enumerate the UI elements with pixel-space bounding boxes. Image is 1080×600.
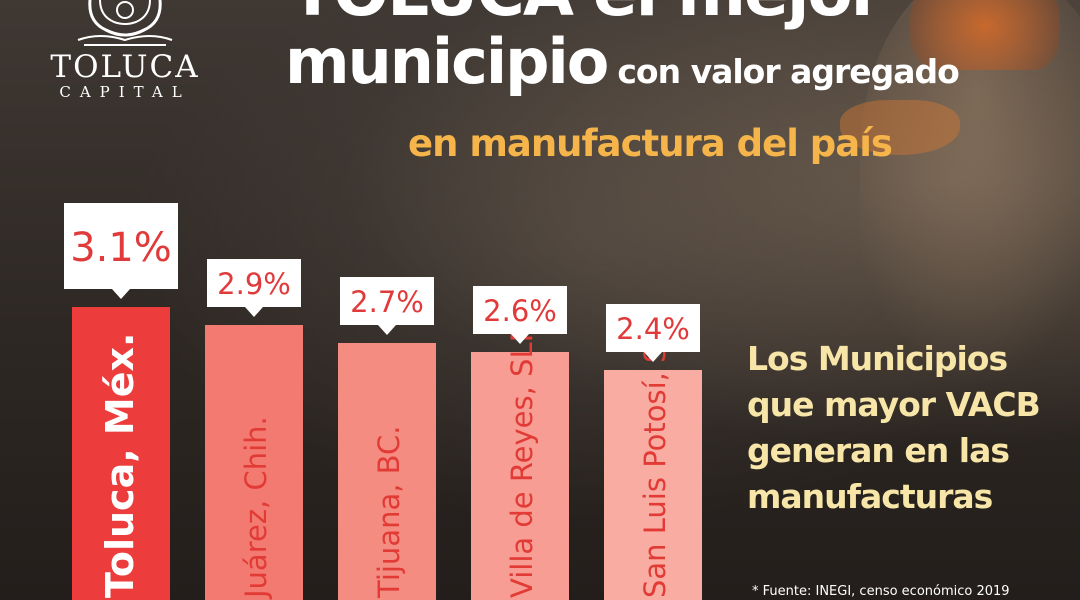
category-label-0: Toluca, Méx. bbox=[98, 333, 142, 598]
logo-name: TOLUCA bbox=[50, 49, 200, 85]
background-helmet bbox=[910, 0, 1060, 70]
value-label-box-0 bbox=[64, 203, 178, 289]
headline-municipio: municipio bbox=[285, 25, 609, 98]
category-label-1: Juárez, Chih. bbox=[239, 416, 273, 600]
bar-2 bbox=[338, 343, 436, 600]
value-label-box-2 bbox=[340, 277, 434, 325]
category-label-3: Villa de Reyes, SLP. bbox=[505, 320, 539, 598]
value-label-box-3 bbox=[473, 286, 567, 334]
value-label-4: 2.4% bbox=[616, 312, 690, 346]
value-label-pointer-4 bbox=[644, 352, 662, 362]
crest-icon bbox=[77, 0, 173, 46]
value-label-2: 2.7% bbox=[350, 285, 424, 319]
bar-1 bbox=[205, 325, 303, 600]
headline-line-2: municipio con valor agregado bbox=[285, 25, 960, 98]
toluca-logo: TOLUCA CAPITAL bbox=[40, 0, 210, 110]
headline-line-1: TOLUCA el mejor bbox=[290, 0, 883, 31]
value-label-pointer-3 bbox=[511, 334, 529, 344]
value-label-pointer-2 bbox=[378, 325, 396, 335]
background-goggles bbox=[840, 100, 960, 155]
bar-4 bbox=[604, 370, 702, 600]
value-label-pointer-1 bbox=[245, 307, 263, 317]
value-label-0: 3.1% bbox=[70, 225, 172, 271]
bar-chart: Toluca, Méx. 3.1% Juárez, Chih. 2.9% Tijuana… bbox=[64, 203, 702, 600]
headline-valor-agregado: con valor agregado bbox=[617, 52, 959, 91]
value-label-1: 2.9% bbox=[217, 267, 291, 301]
headline-line-3: en manufactura del país bbox=[408, 122, 893, 165]
logo-subtitle: CAPITAL bbox=[59, 83, 191, 101]
bar-0 bbox=[72, 307, 170, 600]
value-label-3: 2.6% bbox=[483, 294, 557, 328]
side-caption: Los Municipios que mayor VACB generan en… bbox=[747, 339, 1041, 516]
source-footnote: * Fuente: INEGI, censo económico 2019 bbox=[752, 584, 1010, 599]
value-label-pointer-0 bbox=[112, 289, 130, 299]
value-label-box-1 bbox=[207, 259, 301, 307]
category-label-2: Tijuana, BC. bbox=[372, 425, 406, 599]
bar-3 bbox=[471, 352, 569, 600]
value-label-box-4 bbox=[606, 304, 700, 352]
